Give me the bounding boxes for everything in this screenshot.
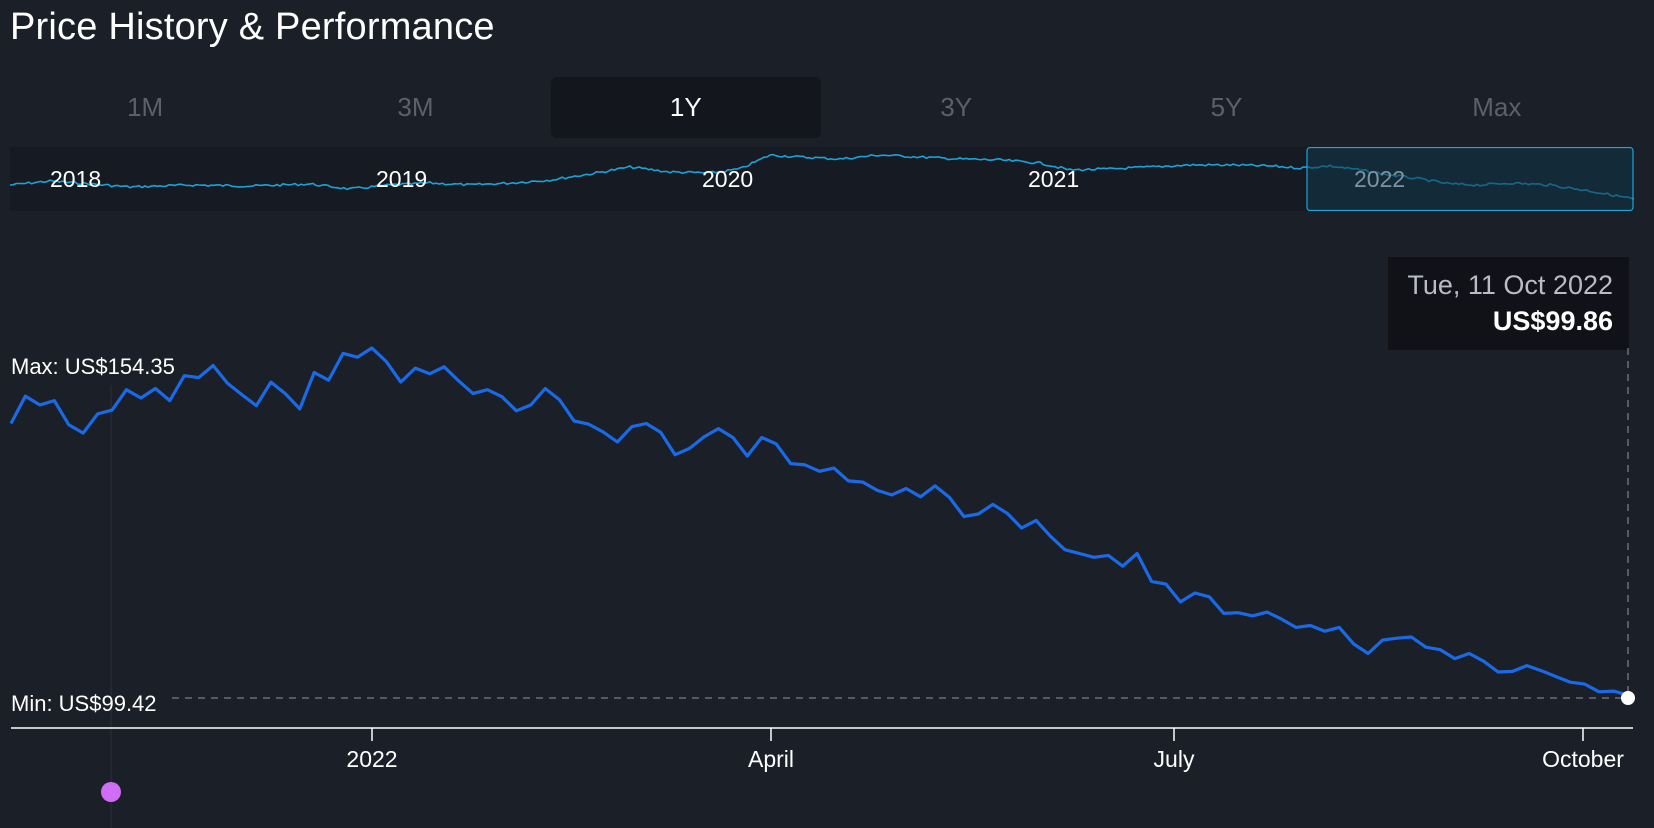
range-navigator[interactable]: 2018 2019 2020 2021 2022: [10, 147, 1634, 211]
x-tick-label-october: October: [1542, 746, 1624, 772]
current-price-marker[interactable]: [1621, 691, 1635, 705]
price-series-line: [9, 346, 1629, 697]
event-marker-dot[interactable]: [101, 782, 121, 802]
price-chart[interactable]: 2022 April July October Max: US$154.35 M…: [0, 340, 1654, 828]
navigator-year-2018: 2018: [50, 166, 101, 192]
navigator-year-2019: 2019: [376, 166, 427, 192]
page-title: Price History & Performance: [10, 6, 495, 48]
price-tooltip: Tue, 11 Oct 2022 US$99.86: [1388, 257, 1629, 350]
navigator-selection-window[interactable]: [1306, 147, 1634, 211]
tab-max[interactable]: Max: [1472, 92, 1522, 122]
max-price-label: Max: US$154.35: [11, 354, 175, 379]
min-price-label: Min: US$99.42: [11, 691, 157, 716]
x-tick-label-july: July: [1154, 746, 1195, 772]
x-tick-label-2022: 2022: [346, 746, 397, 772]
tooltip-price: US$99.86: [1492, 306, 1613, 336]
x-tick-label-april: April: [748, 746, 794, 772]
navigator-year-2020: 2020: [702, 166, 753, 192]
tab-1m[interactable]: 1M: [127, 92, 164, 122]
tab-5y[interactable]: 5Y: [1210, 92, 1243, 122]
tooltip-date: Tue, 11 Oct 2022: [1407, 270, 1613, 300]
tab-3m[interactable]: 3M: [397, 92, 434, 122]
tab-1y[interactable]: 1Y: [550, 77, 821, 138]
navigator-year-2021: 2021: [1028, 166, 1079, 192]
range-tabs: 1M 3M 1Y 3Y 5Y Max: [10, 77, 1632, 138]
navigator-svg: 2018 2019 2020 2021 2022: [10, 147, 1634, 211]
tab-3y[interactable]: 3Y: [940, 92, 973, 122]
